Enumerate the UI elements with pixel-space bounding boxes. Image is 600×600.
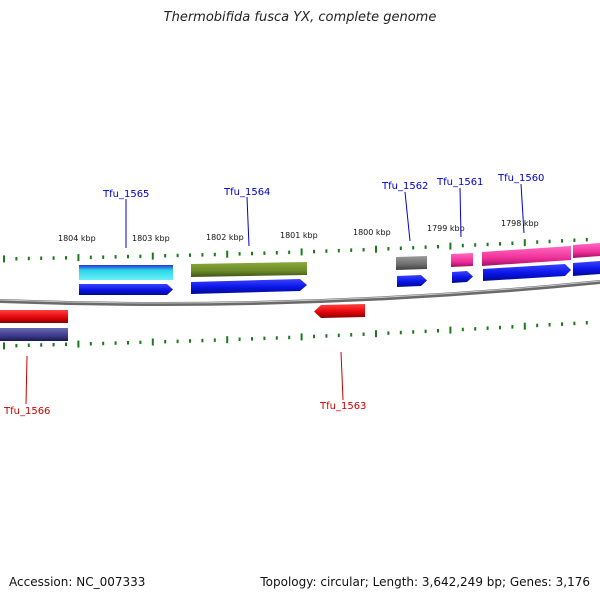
- ruler-label-1801: 1801 kbp: [280, 231, 318, 240]
- genome-backbone-highlight: [0, 280, 600, 304]
- cds-arrow-tfu-1562[interactable]: [397, 275, 427, 287]
- leader-line-tfu-1564: [246, 196, 250, 247]
- gene-label-tfu-1560[interactable]: Tfu_1560: [497, 173, 544, 184]
- gene-label-tfu-1566[interactable]: Tfu_1566: [3, 406, 50, 417]
- leader-line-tfu-1560: [520, 183, 525, 234]
- inner-tick-ring: [3, 321, 588, 350]
- leader-line-tfu-1563: [340, 351, 344, 401]
- genome-backbone: [0, 280, 600, 306]
- feature-track-tfu-1562: [396, 256, 427, 270]
- ruler-label-1799: 1799 kbp: [427, 224, 465, 233]
- map-title: Thermobifida fusca YX, complete genome: [163, 10, 437, 25]
- ruler-label-1802: 1802 kbp: [206, 233, 244, 242]
- gene-label-tfu-1565[interactable]: Tfu_1565: [102, 189, 149, 200]
- genome-summary-text: Topology: circular; Length: 3,642,249 bp…: [260, 575, 590, 589]
- ruler-label-1804: 1804 kbp: [58, 234, 96, 243]
- cds-arrow-tfu-1563[interactable]: [314, 304, 365, 318]
- feature-track-tfu-1559: [573, 243, 600, 258]
- accession-text: Accession: NC_007333: [9, 575, 146, 589]
- cds-arrow-tfu-1564[interactable]: [191, 279, 307, 294]
- gene-label-tfu-1563[interactable]: Tfu_1563: [319, 401, 366, 412]
- ruler-label-1798: 1798 kbp: [501, 219, 539, 228]
- feature-track-tfu-1561: [451, 253, 473, 267]
- leader-line-tfu-1561: [459, 187, 462, 238]
- cds-arrow-tfu-1561[interactable]: [452, 271, 473, 283]
- outer-tick-ring: [3, 237, 588, 263]
- cds-arrow-tfu-1560[interactable]: [483, 264, 571, 281]
- cds-arrow-tfu-1565[interactable]: [79, 284, 173, 295]
- cds-arrow-tfu-1559[interactable]: [573, 261, 600, 276]
- feature-track-tfu-1566: [0, 328, 68, 341]
- leader-line-tfu-1562: [404, 191, 411, 242]
- ruler-label-1800: 1800 kbp: [353, 228, 391, 237]
- cds-arrow-tfu-1566[interactable]: [0, 310, 68, 323]
- gene-label-tfu-1562[interactable]: Tfu_1562: [381, 181, 428, 192]
- feature-track-tfu-1565: [79, 265, 173, 280]
- ruler-label-1803: 1803 kbp: [132, 234, 170, 243]
- feature-track-tfu-1560: [482, 246, 571, 266]
- gene-label-tfu-1564[interactable]: Tfu_1564: [223, 187, 270, 198]
- feature-track-tfu-1564: [191, 262, 307, 277]
- gene-label-tfu-1561[interactable]: Tfu_1561: [436, 177, 483, 188]
- leader-line-tfu-1566: [25, 355, 28, 405]
